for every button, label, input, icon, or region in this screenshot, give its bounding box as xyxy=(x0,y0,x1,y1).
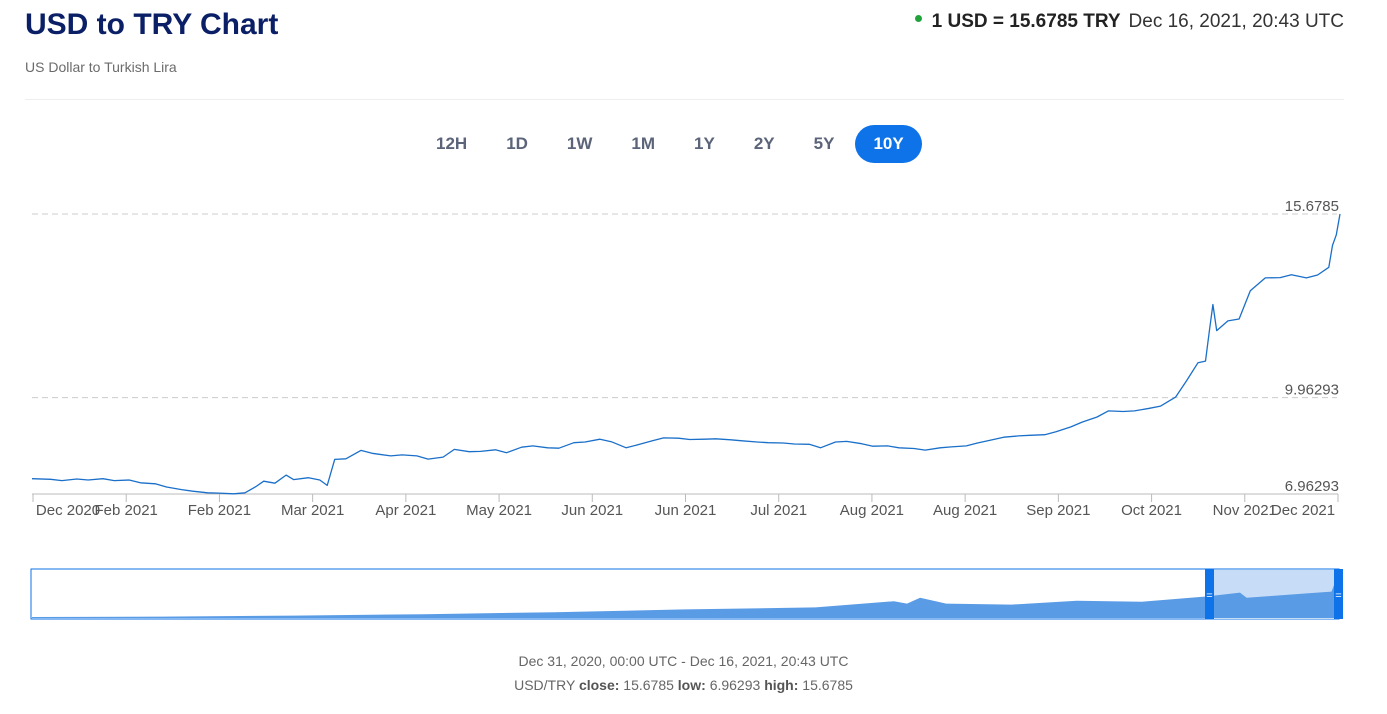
x-tick-label: Jun 2021 xyxy=(561,502,623,519)
navigator-left-handle[interactable]: = xyxy=(1205,569,1214,619)
y-tick-label: 9.96293 xyxy=(1285,382,1339,399)
low-value: 6.96293 xyxy=(709,677,761,693)
range-button-12h[interactable]: 12H xyxy=(436,134,468,153)
range-button-5y[interactable]: 5Y xyxy=(813,134,835,153)
rate-timestamp: Dec 16, 2021, 20:43 UTC xyxy=(1128,11,1344,32)
x-tick-label: Sep 2021 xyxy=(1026,502,1090,519)
range-button-1w[interactable]: 1W xyxy=(566,134,593,153)
range-button-1d[interactable]: 1D xyxy=(506,134,528,153)
close-label: close: xyxy=(578,677,620,693)
x-tick-label: Mar 2021 xyxy=(281,502,344,519)
x-tick-label: Nov 2021 xyxy=(1213,502,1277,519)
current-rate: 1 USD = 15.6785 TRY Dec 16, 2021, 20:43 U… xyxy=(914,11,1344,33)
handle-bar xyxy=(1334,569,1343,619)
x-tick-label: Jul 2021 xyxy=(750,502,807,519)
high-value: 15.6785 xyxy=(802,677,853,693)
rate-value: 1 USD = 15.6785 TRY xyxy=(931,11,1121,32)
y-tick-label: 15.6785 xyxy=(1285,198,1339,215)
x-tick-label: Apr 2021 xyxy=(375,502,436,519)
range-button-2y[interactable]: 2Y xyxy=(753,134,775,153)
close-value: 15.6785 xyxy=(623,677,674,693)
range-selector: 12H 1D 1W 1M 1Y 2Y 5Y 10Y xyxy=(418,125,925,163)
header-divider xyxy=(25,99,1344,100)
x-tick-label: Aug 2021 xyxy=(933,502,997,519)
handle-bar xyxy=(1205,569,1214,619)
x-tick-label: Oct 2021 xyxy=(1121,502,1182,519)
x-tick-label: Feb 2021 xyxy=(95,502,158,519)
range-button-1m[interactable]: 1M xyxy=(631,134,656,153)
range-button-10y[interactable]: 10Y xyxy=(855,125,922,163)
low-label: low: xyxy=(677,677,706,693)
high-label: high: xyxy=(764,677,799,693)
x-tick-label: Dec 2021 xyxy=(1271,502,1335,519)
page-title: USD to TRY Chart xyxy=(25,8,279,41)
x-tick-label: Feb 2021 xyxy=(188,502,251,519)
page-subtitle: US Dollar to Turkish Lira xyxy=(25,59,177,75)
x-tick-label: Aug 2021 xyxy=(840,502,904,519)
x-tick-label: Jun 2021 xyxy=(655,502,717,519)
navigator-right-handle[interactable]: = xyxy=(1334,569,1343,619)
handle-grip-icon: = xyxy=(1206,590,1212,602)
x-tick-label: Dec 2020 xyxy=(36,502,100,519)
stats-text: USD/TRY close: 15.6785 low: 6.96293 high… xyxy=(0,677,1367,693)
date-range-text: Dec 31, 2020, 00:00 UTC - Dec 16, 2021, … xyxy=(518,653,849,669)
pair-label: USD/TRY xyxy=(514,677,576,693)
y-tick-label: 6.96293 xyxy=(1285,478,1339,495)
range-button-1y[interactable]: 1Y xyxy=(694,134,715,153)
live-status-icon xyxy=(914,15,922,23)
price-series-line xyxy=(31,213,1341,495)
handle-grip-icon: = xyxy=(1335,590,1341,602)
x-tick-label: May 2021 xyxy=(466,502,532,519)
navigator-area xyxy=(32,574,1338,618)
